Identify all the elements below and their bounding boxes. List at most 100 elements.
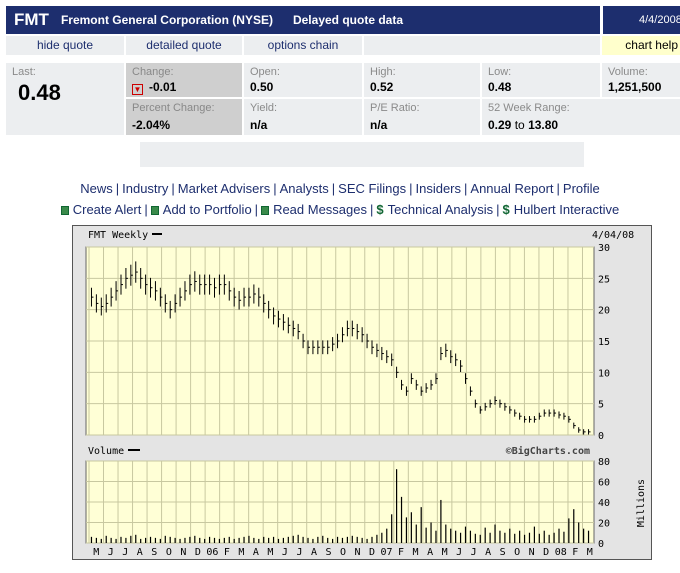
price-tick-label: 25 xyxy=(598,274,610,285)
link-news[interactable]: News xyxy=(80,181,113,196)
x-tick-label: D xyxy=(543,547,549,558)
x-tick-label: 08 xyxy=(555,547,567,558)
x-tick-label: F xyxy=(224,547,230,558)
x-tick-label: O xyxy=(166,547,172,558)
link-insiders[interactable]: Insiders xyxy=(415,181,462,196)
x-tick-label: J xyxy=(456,547,462,558)
yield-value: n/a xyxy=(250,118,268,132)
options-chain-button[interactable]: options chain xyxy=(244,36,362,55)
volume-tick-label: 20 xyxy=(598,519,610,530)
quote-date: 4/4/2008 xyxy=(603,6,680,34)
link-separator: | xyxy=(254,202,259,217)
x-tick-label: M xyxy=(442,547,448,558)
low-label: Low: xyxy=(488,66,512,78)
range-high: 13.80 xyxy=(528,118,559,132)
x-tick-label: D xyxy=(195,547,201,558)
link-separator: | xyxy=(556,181,560,196)
x-tick-label: M xyxy=(587,547,593,558)
link-create-alert[interactable]: Create Alert xyxy=(72,202,142,217)
low-value: 0.48 xyxy=(488,80,512,94)
link-analysts[interactable]: Analysts xyxy=(279,181,329,196)
link-market-advisers[interactable]: Market Advisers xyxy=(177,181,271,196)
chart-help-button[interactable]: chart help xyxy=(602,36,680,55)
price-tick-label: 20 xyxy=(598,306,610,317)
yield-cell: Yield: n/a xyxy=(244,99,362,135)
link-separator: | xyxy=(331,181,336,196)
open-label: Open: xyxy=(250,66,280,78)
last-label: Last: xyxy=(12,66,36,78)
high-value: 0.52 xyxy=(370,80,394,94)
link-separator: | xyxy=(273,181,277,196)
x-tick-label: A xyxy=(427,547,433,558)
link-separator: | xyxy=(171,181,175,196)
research-links: News | Industry | Market Advisers | Analysts | S… xyxy=(0,181,680,196)
ticker-symbol: FMT xyxy=(14,10,49,29)
volume-label: Volume: xyxy=(608,66,648,78)
percent-change-label: Percent Change: xyxy=(132,102,215,114)
range-value: 0.29 to 13.80 xyxy=(488,118,558,132)
range-to: to xyxy=(514,118,525,132)
link-industry[interactable]: Industry xyxy=(122,181,169,196)
x-tick-label: A xyxy=(311,547,317,558)
volume-value: 1,251,500 xyxy=(608,80,662,94)
link-profile[interactable]: Profile xyxy=(562,181,600,196)
link-separator: | xyxy=(115,181,120,196)
hide-quote-button[interactable]: hide quote xyxy=(6,36,124,55)
volume-chart-title: Volume xyxy=(88,446,124,457)
company-name: Fremont General Corporation (NYSE) xyxy=(60,13,273,27)
x-tick-label: M xyxy=(413,547,419,558)
change-cell: Change: ▼ -0.01 xyxy=(126,63,242,97)
x-tick-label: M xyxy=(267,547,273,558)
volume-tick-label: 60 xyxy=(598,478,610,489)
tool-links: Create Alert | Add to Portfolio | Read Messa… xyxy=(0,202,680,217)
price-legend-line xyxy=(152,233,162,235)
link-sec-filings[interactable]: SEC Filings xyxy=(338,181,407,196)
x-tick-label: 06 xyxy=(206,547,218,558)
high-label: High: xyxy=(370,66,396,78)
nav-spacer xyxy=(364,36,600,55)
price-volume-chart: FMT Weekly 4/04/08 Volume ©BigCharts.com… xyxy=(72,225,652,560)
pe-cell: P/E Ratio: n/a xyxy=(364,99,480,135)
x-tick-label: J xyxy=(108,547,114,558)
link-add-to-portfolio[interactable]: Add to Portfolio xyxy=(162,202,252,217)
x-tick-label: M xyxy=(238,547,244,558)
x-tick-label: A xyxy=(485,547,491,558)
pe-label: P/E Ratio: xyxy=(370,102,420,114)
x-tick-label: D xyxy=(369,547,375,558)
link-separator: | xyxy=(496,202,500,217)
link-separator: | xyxy=(409,181,413,196)
range-label: 52 Week Range: xyxy=(488,102,570,114)
grid-icon xyxy=(150,206,159,215)
link-technical-analysis[interactable]: Technical Analysis xyxy=(387,202,494,217)
range-cell: 52 Week Range: 0.29 to 13.80 xyxy=(482,99,680,135)
change-value: -0.01 xyxy=(149,80,177,94)
x-tick-label: F xyxy=(398,547,404,558)
link-separator: | xyxy=(370,202,374,217)
link-read-messages[interactable]: Read Messages xyxy=(273,202,368,217)
link-hulbert-interactive[interactable]: Hulbert Interactive xyxy=(513,202,620,217)
detailed-quote-button[interactable]: detailed quote xyxy=(126,36,242,55)
x-tick-label: 07 xyxy=(381,547,393,558)
x-tick-label: A xyxy=(137,547,143,558)
ad-banner xyxy=(140,142,584,167)
x-tick-label: F xyxy=(572,547,578,558)
price-tick-label: 30 xyxy=(598,243,610,254)
pe-value: n/a xyxy=(370,118,388,132)
x-tick-label: O xyxy=(514,547,520,558)
price-tick-label: 10 xyxy=(598,368,610,379)
watermark: ©BigCharts.com xyxy=(506,445,590,457)
grid-icon xyxy=(60,206,69,215)
x-tick-label: J xyxy=(122,547,128,558)
link-annual-report[interactable]: Annual Report xyxy=(470,181,554,196)
x-tick-label: S xyxy=(151,547,157,558)
volume-legend-line xyxy=(128,449,140,451)
x-tick-label: M xyxy=(93,547,99,558)
grid-icon xyxy=(261,206,270,215)
x-tick-label: N xyxy=(529,547,535,558)
link-separator: | xyxy=(144,202,148,217)
x-tick-label: N xyxy=(354,547,360,558)
price-chart-date: 4/04/08 xyxy=(592,230,634,241)
percent-change-cell: Percent Change: -2.04% xyxy=(126,99,242,135)
x-tick-label: S xyxy=(500,547,506,558)
volume-tick-label: 40 xyxy=(598,498,610,509)
